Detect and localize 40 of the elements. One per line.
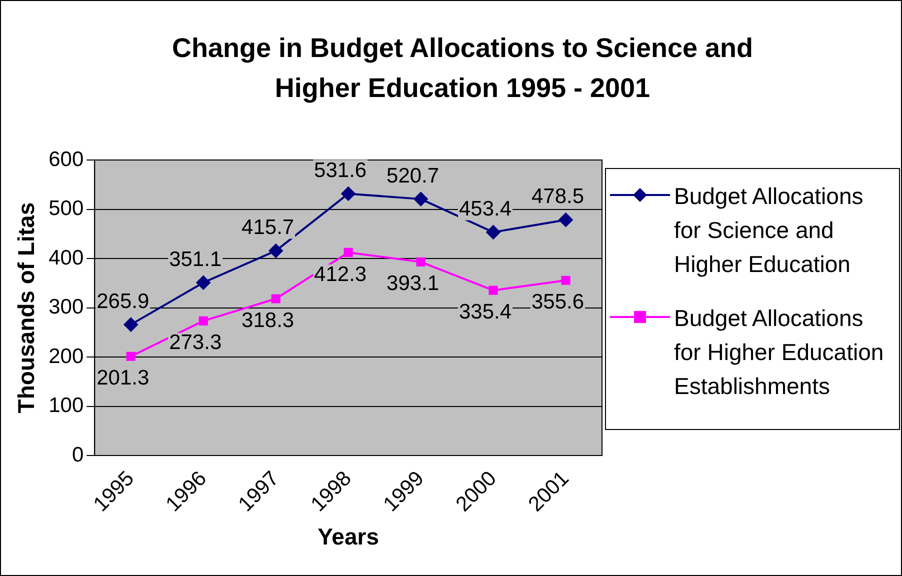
point bbox=[416, 257, 426, 266]
data-label: 201.3 bbox=[96, 366, 150, 390]
point bbox=[341, 186, 356, 201]
point bbox=[414, 192, 428, 206]
legend-label: Budget Allocations for Higher Education Establishments bbox=[674, 304, 885, 401]
data-label: 531.6 bbox=[314, 158, 367, 182]
chart-title: Change in Budget Allocations to Science and Higher Education 1995 - 2001 bbox=[170, 32, 754, 105]
data-label: 412.3 bbox=[314, 262, 367, 286]
data-label: 265.9 bbox=[96, 290, 150, 313]
y-tick-label: 200 bbox=[48, 344, 84, 368]
data-label: 335.4 bbox=[459, 300, 512, 324]
point bbox=[488, 286, 498, 295]
data-label: 453.4 bbox=[459, 198, 512, 221]
point bbox=[486, 225, 500, 240]
y-tick-label: 300 bbox=[48, 296, 84, 319]
point bbox=[196, 276, 210, 290]
data-label: 415.7 bbox=[242, 216, 294, 240]
y-tick-label: 100 bbox=[48, 394, 84, 418]
point bbox=[198, 316, 208, 326]
y-tick-label: 0 bbox=[72, 443, 84, 466]
data-label: 351.1 bbox=[169, 248, 222, 271]
data-label: 393.1 bbox=[386, 272, 440, 296]
data-label: 520.7 bbox=[386, 164, 440, 188]
point bbox=[126, 352, 136, 361]
data-label: 318.3 bbox=[242, 309, 294, 332]
data-label: 273.3 bbox=[169, 331, 222, 354]
y-axis-title: Thousands of Litas bbox=[13, 202, 40, 414]
point bbox=[344, 248, 353, 257]
point bbox=[124, 318, 138, 332]
y-tick-label: 400 bbox=[48, 246, 84, 270]
point bbox=[561, 276, 570, 285]
legend-label: Budget Allocations for Science and Higher Education bbox=[674, 182, 864, 279]
point bbox=[558, 212, 573, 227]
y-tick-label: 600 bbox=[48, 148, 84, 171]
point bbox=[268, 244, 283, 258]
point bbox=[271, 294, 280, 304]
data-label: 478.5 bbox=[531, 185, 584, 208]
x-axis-title: Years bbox=[318, 524, 380, 550]
data-label: 355.6 bbox=[531, 290, 584, 314]
y-tick-label: 500 bbox=[48, 197, 84, 220]
